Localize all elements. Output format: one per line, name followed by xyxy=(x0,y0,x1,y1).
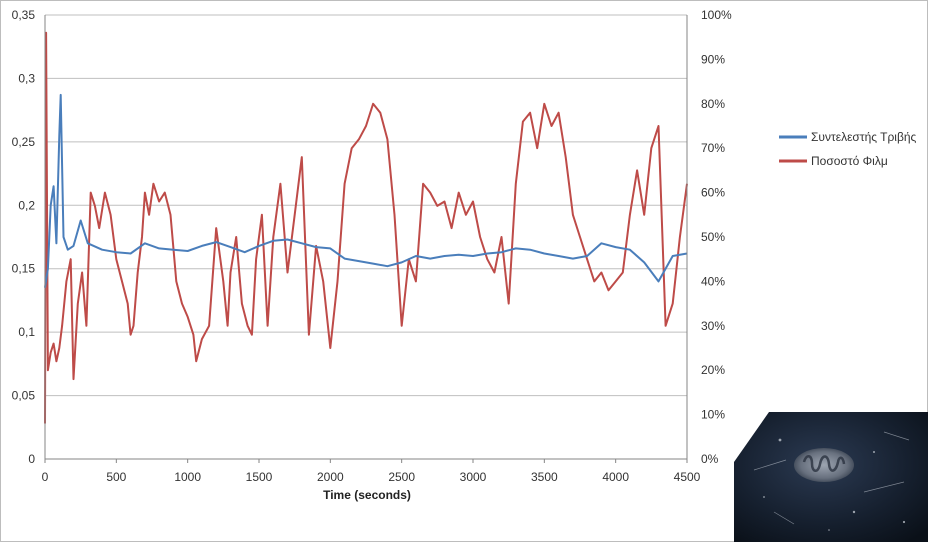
series-line-friction xyxy=(44,93,688,288)
y-right-tick-label: 70% xyxy=(701,141,725,155)
y-left-tick-label: 0,15 xyxy=(12,262,36,276)
y-right-tick-label: 40% xyxy=(701,274,725,288)
y-left-tick-label: 0,25 xyxy=(12,135,36,149)
legend-label: Συντελεστής Τριβής xyxy=(811,130,917,144)
y-right-tick-label: 50% xyxy=(701,230,725,244)
x-tick-label: 500 xyxy=(106,470,126,484)
y-left-tick-label: 0,2 xyxy=(18,198,35,212)
legend: Συντελεστής Τριβής Ποσοστό Φιλμ xyxy=(779,130,917,168)
y-left-tick-label: 0,35 xyxy=(12,8,36,22)
x-tick-label: 1500 xyxy=(246,470,273,484)
left-axis: 0 0,05 0,1 0,15 0,2 0,25 0,3 0,35 xyxy=(12,8,46,466)
y-right-tick-label: 60% xyxy=(701,186,725,200)
gridlines xyxy=(45,14,687,460)
x-tick-label: 4500 xyxy=(674,470,701,484)
x-tick-label: 2500 xyxy=(388,470,415,484)
y-left-tick-label: 0,05 xyxy=(12,389,36,403)
y-left-tick-label: 0,3 xyxy=(18,71,35,85)
wear-scar-photo xyxy=(734,412,928,542)
y-right-tick-label: 100% xyxy=(701,8,732,22)
x-tick-label: 3000 xyxy=(460,470,487,484)
wear-scar-image xyxy=(734,412,928,542)
x-tick-label: 2000 xyxy=(317,470,344,484)
right-axis: 0% 10% 20% 30% 40% 50% 60% 70% 80% 90% 100% xyxy=(686,8,732,466)
x-tick-label: 0 xyxy=(42,470,49,484)
y-right-tick-label: 0% xyxy=(701,452,719,466)
y-right-tick-label: 90% xyxy=(701,52,725,66)
y-right-tick-label: 10% xyxy=(701,408,725,422)
y-left-tick-label: 0,1 xyxy=(18,325,35,339)
series-layer xyxy=(44,31,688,424)
y-right-tick-label: 20% xyxy=(701,363,725,377)
x-tick-label: 4000 xyxy=(602,470,629,484)
y-right-tick-label: 30% xyxy=(701,319,725,333)
x-tick-label: 1000 xyxy=(174,470,201,484)
y-right-tick-label: 80% xyxy=(701,97,725,111)
series-line-film xyxy=(44,31,688,424)
x-axis-title: Time (seconds) xyxy=(323,488,411,502)
x-tick-label: 3500 xyxy=(531,470,558,484)
y-left-tick-label: 0 xyxy=(28,452,35,466)
x-axis: 0 500 1000 1500 2000 2500 3000 3500 4000 4500 xyxy=(42,458,701,484)
legend-label: Ποσοστό Φιλμ xyxy=(811,154,888,168)
